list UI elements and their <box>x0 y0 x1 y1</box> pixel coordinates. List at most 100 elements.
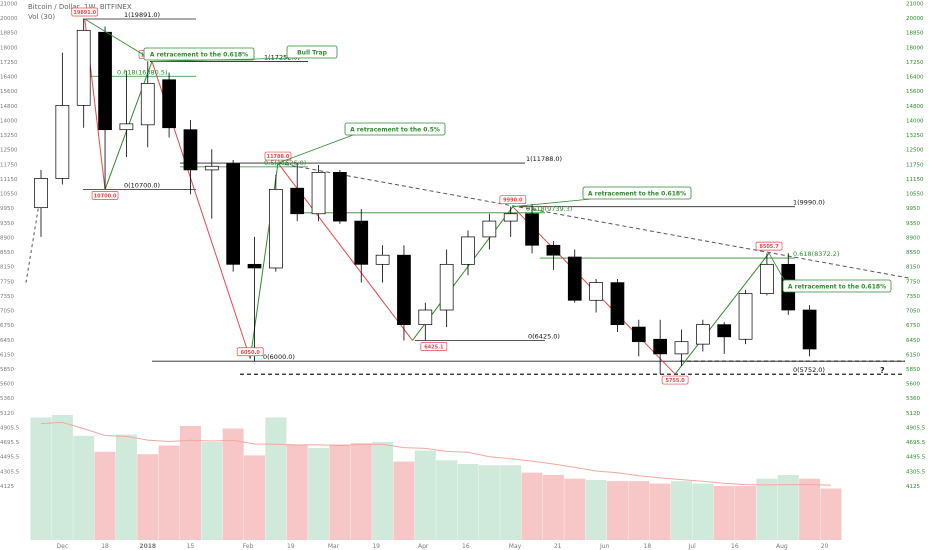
volume-bar <box>820 488 842 540</box>
volume-bar <box>777 475 799 540</box>
candle-body[interactable] <box>397 254 411 325</box>
y-tick-label-right: 20000 <box>906 16 924 22</box>
candles-layer[interactable] <box>34 19 817 375</box>
y-tick-label-right: 11750 <box>906 162 924 168</box>
candle-body[interactable] <box>439 263 454 311</box>
volume-bar <box>478 465 500 540</box>
y-tick-label-left: 7750 <box>0 279 14 285</box>
callout-pointer <box>84 18 153 61</box>
price-label-text: 6050.0 <box>241 350 261 356</box>
volume-bar <box>628 481 650 540</box>
candle-body[interactable] <box>546 244 561 256</box>
candle-body[interactable] <box>375 254 390 265</box>
labels-layer: 19891.010700.017252.011788.06050.09990.0… <box>71 7 892 385</box>
candle-body[interactable] <box>695 324 710 345</box>
y-tick-label-left: 6750 <box>0 323 14 329</box>
price-label-box <box>661 375 689 385</box>
price-label-box <box>420 342 448 351</box>
callout-text: A retracement to the 0.5% <box>350 127 440 134</box>
candle-body[interactable] <box>482 220 497 238</box>
y-tick-label-left: 5600 <box>0 382 14 388</box>
x-tick-label: 19 <box>372 543 380 550</box>
y-tick-label-right: 5360 <box>906 396 920 402</box>
candle-body[interactable] <box>802 309 817 350</box>
callout-text: A retracement to the 0.618% <box>588 191 686 198</box>
y-tick-label-left: 4305.5 <box>0 469 20 475</box>
candle-body[interactable] <box>333 171 347 222</box>
candle-body[interactable] <box>418 309 433 325</box>
candle-body[interactable] <box>140 83 155 126</box>
volume-bar <box>350 443 372 540</box>
callout-box <box>582 186 692 200</box>
candle-body[interactable] <box>55 104 70 179</box>
volume-bar <box>286 444 308 540</box>
volume-bar <box>414 450 436 540</box>
candle-body[interactable] <box>503 213 518 222</box>
candle-body[interactable] <box>525 213 539 246</box>
x-tick-label: 18 <box>644 543 652 550</box>
candle-body[interactable] <box>290 187 305 215</box>
y-tick-label-right: 4695.5 <box>906 440 926 446</box>
y-tick-label-left: 9950 <box>0 206 14 212</box>
chart-title: Bitcoin / Dollar, 1W, BITFINEX <box>28 3 132 11</box>
volume-bar <box>585 479 607 540</box>
volume-bar <box>649 483 671 540</box>
candle-body[interactable] <box>162 79 176 129</box>
candle-body[interactable] <box>717 324 732 338</box>
candle-body[interactable] <box>119 123 134 131</box>
y-tick-label-right: 4905.5 <box>906 425 926 431</box>
y-tick-label-left: 8900 <box>0 235 14 241</box>
volume-bar <box>51 415 73 540</box>
candle-body[interactable] <box>610 282 625 325</box>
volume-bar <box>542 475 564 540</box>
fib-level-label: 0.618(9739.3) <box>526 205 572 213</box>
volume-bar <box>179 426 201 540</box>
volume-bar <box>201 441 223 540</box>
y-tick-label-right: 9350 <box>906 221 920 227</box>
chart-header: Bitcoin / Dollar, 1W, BITFINEX Vol (30) <box>28 2 132 22</box>
y-tick-label-right: 4305.5 <box>906 469 926 475</box>
candle-body[interactable] <box>674 341 689 355</box>
volume-bar <box>393 461 415 540</box>
candle-body[interactable] <box>247 263 262 269</box>
candle-body[interactable] <box>567 256 582 301</box>
candle-body[interactable] <box>589 282 603 301</box>
y-tick-label-left: 21000 <box>0 2 18 8</box>
candle-body[interactable] <box>653 338 668 355</box>
y-tick-label-left: 6150 <box>0 352 14 358</box>
volume-bar <box>713 486 735 540</box>
price-label-text: 9990.0 <box>503 198 523 204</box>
candle-body[interactable] <box>760 263 774 294</box>
candle-body[interactable] <box>311 171 326 215</box>
candle-body[interactable] <box>98 31 112 131</box>
y-tick-label-left: 10550 <box>0 192 18 198</box>
y-tick-label-right: 13250 <box>906 133 924 139</box>
price-label-text: 6425.1 <box>424 344 444 350</box>
candle-body[interactable] <box>183 129 198 171</box>
fib-level-label: 0(10700.0) <box>124 181 160 189</box>
x-tick-label: Dec <box>57 543 69 550</box>
y-tick-label-left: 6450 <box>0 338 14 344</box>
y-tick-label-right: 7350 <box>906 294 920 300</box>
candle-body[interactable] <box>631 326 646 343</box>
y-tick-label-right: 4125 <box>906 484 920 490</box>
candle-body[interactable] <box>76 29 91 106</box>
y-tick-label-right: 8900 <box>906 235 920 241</box>
volume-bar <box>94 451 116 540</box>
y-tick-label-right: 15600 <box>906 89 924 95</box>
y-tick-label-left: 8550 <box>0 250 14 256</box>
y-tick-label-right: 18850 <box>906 31 924 37</box>
candle-body[interactable] <box>269 189 283 269</box>
volume-bar <box>692 483 714 540</box>
candle-body[interactable] <box>738 293 753 340</box>
candle-body[interactable] <box>461 236 475 265</box>
y-tick-label-left: 7350 <box>0 294 14 300</box>
volume-bar <box>73 435 95 540</box>
candle-body[interactable] <box>226 163 240 265</box>
y-tick-label-left: 16400 <box>0 75 18 81</box>
candle-body[interactable] <box>354 220 369 265</box>
candle-body[interactable] <box>34 178 48 209</box>
candle-body[interactable] <box>204 165 219 171</box>
volume-bar <box>521 472 543 540</box>
